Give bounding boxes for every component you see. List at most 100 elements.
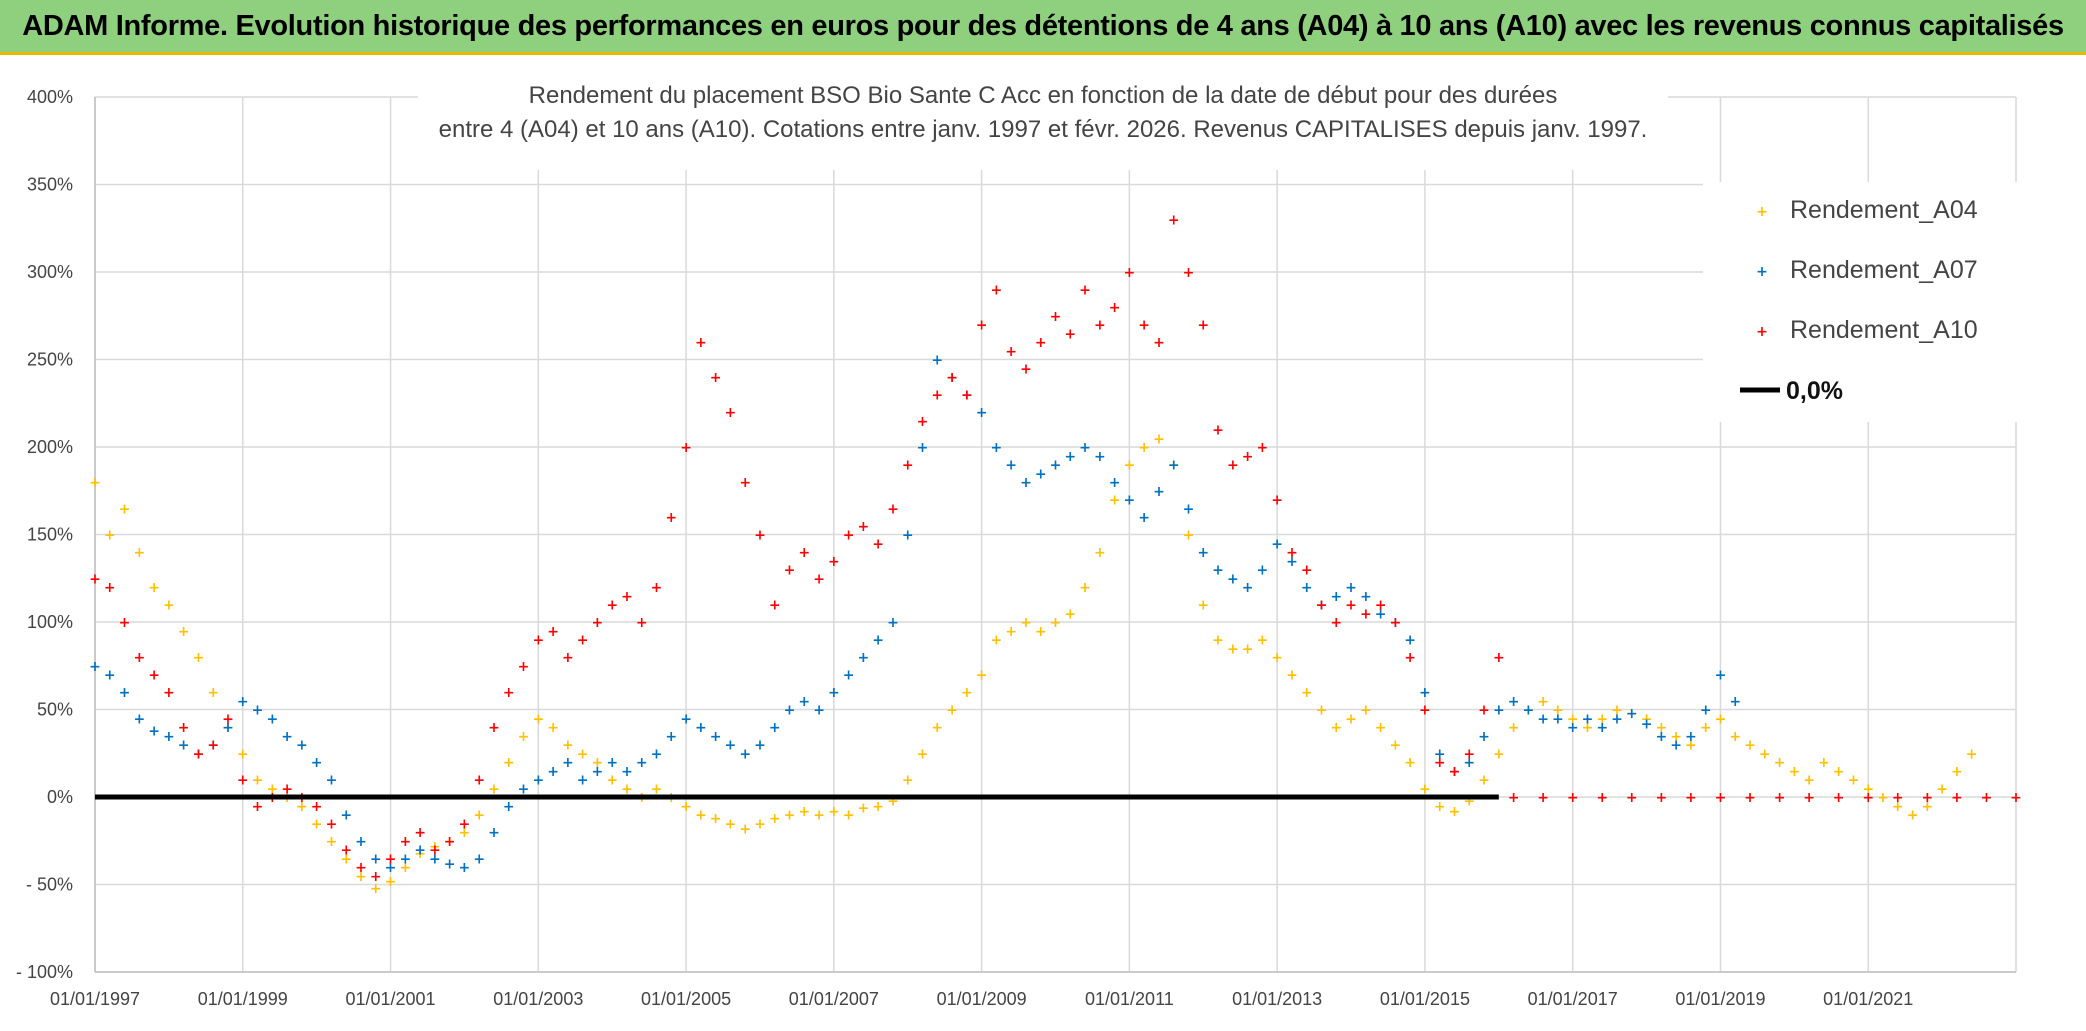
point-rendement-a07: + <box>459 860 471 876</box>
point-rendement-a10: + <box>1390 615 1402 631</box>
legend-label-zero: 0,0% <box>1786 377 1843 405</box>
point-rendement-a04: + <box>1242 641 1254 657</box>
point-rendement-a10: + <box>414 825 426 841</box>
point-rendement-a10: + <box>1109 300 1121 316</box>
point-rendement-a04: + <box>1050 615 1062 631</box>
point-rendement-a04: + <box>193 650 205 666</box>
point-rendement-a10: + <box>119 615 131 631</box>
legend-label-a04: Rendement_A04 <box>1790 196 1978 224</box>
point-rendement-a04: + <box>1907 808 1919 824</box>
point-rendement-a04: + <box>931 720 943 736</box>
legend-marker-a04: + <box>1756 204 1768 220</box>
point-rendement-a10: + <box>1153 335 1165 351</box>
point-rendement-a04: + <box>1537 694 1549 710</box>
point-rendement-a04: + <box>917 746 929 762</box>
point-rendement-a10: + <box>1064 326 1076 342</box>
point-rendement-a04: + <box>902 773 914 789</box>
point-rendement-a04: + <box>1700 720 1712 736</box>
point-rendement-a10: + <box>917 414 929 430</box>
point-rendement-a07: + <box>266 711 278 727</box>
chart-title-line-2: entre 4 (A04) et 10 ans (A10). Cotations… <box>439 116 1648 143</box>
point-rendement-a10: + <box>340 843 352 859</box>
point-rendement-a07: + <box>1212 563 1224 579</box>
point-rendement-a04: + <box>592 755 604 771</box>
legend-background <box>1703 182 2018 422</box>
point-rendement-a10: + <box>1685 790 1697 806</box>
point-rendement-a10: + <box>739 475 751 491</box>
y-tick-label: 100% <box>27 612 73 632</box>
point-rendement-a04: + <box>1316 703 1328 719</box>
point-rendement-a10: + <box>872 536 884 552</box>
point-rendement-a10: + <box>1449 764 1461 780</box>
point-rendement-a10: + <box>1138 318 1150 334</box>
point-rendement-a04: + <box>207 685 219 701</box>
point-rendement-a04: + <box>739 822 751 838</box>
point-rendement-a10: + <box>858 519 870 535</box>
point-rendement-a04: + <box>1183 528 1195 544</box>
point-rendement-a10: + <box>429 843 441 859</box>
point-rendement-a07: + <box>1641 717 1653 733</box>
point-rendement-a07: + <box>1390 615 1402 631</box>
point-rendement-a10: + <box>651 580 663 596</box>
point-rendement-a10: + <box>902 458 914 474</box>
point-rendement-a04: + <box>444 834 456 850</box>
point-rendement-a07: + <box>725 738 737 754</box>
point-rendement-a10: + <box>1892 790 1904 806</box>
x-tick-label: 01/01/2007 <box>789 989 879 1009</box>
point-rendement-a07: + <box>119 685 131 701</box>
point-rendement-a07: + <box>1508 694 1520 710</box>
point-rendement-a04: + <box>1257 633 1269 649</box>
point-rendement-a10: + <box>2010 790 2022 806</box>
point-rendement-a07: + <box>1124 493 1136 509</box>
point-rendement-a07: + <box>1655 729 1667 745</box>
point-rendement-a10: + <box>961 388 973 404</box>
point-rendement-a04: + <box>1094 545 1106 561</box>
point-rendement-a07: + <box>1345 580 1357 596</box>
point-rendement-a07: + <box>769 720 781 736</box>
point-rendement-a07: + <box>104 668 116 684</box>
point-rendement-a07: + <box>680 711 692 727</box>
page-title: ADAM Informe. Evolution historique des p… <box>22 9 2064 42</box>
point-rendement-a07: + <box>1478 729 1490 745</box>
point-rendement-a07: + <box>429 851 441 867</box>
point-rendement-a10: + <box>769 598 781 614</box>
point-rendement-a07: + <box>931 353 943 369</box>
series-rendement-a10: + + + + + + + + + + + + + + + + + + + + + + + + + + + + + + + + + + + + + + + +… <box>89 213 2022 885</box>
point-rendement-a10: + <box>252 799 264 815</box>
point-rendement-a10: + <box>1079 283 1091 299</box>
point-rendement-a04: + <box>370 881 382 897</box>
point-rendement-a04: + <box>1463 794 1475 810</box>
point-rendement-a04: + <box>858 801 870 817</box>
point-rendement-a07: + <box>1537 711 1549 727</box>
point-rendement-a04: + <box>651 781 663 797</box>
point-rendement-a10: + <box>887 501 899 517</box>
point-rendement-a04: + <box>473 808 485 824</box>
point-rendement-a10: + <box>1478 703 1490 719</box>
point-rendement-a07: + <box>178 738 190 754</box>
point-rendement-a10: + <box>1183 265 1195 281</box>
x-tick-label: 01/01/2009 <box>937 989 1027 1009</box>
point-rendement-a04: + <box>1375 720 1387 736</box>
point-rendement-a04: + <box>148 580 160 596</box>
point-rendement-a04: + <box>1508 720 1520 736</box>
point-rendement-a04: + <box>961 685 973 701</box>
point-rendement-a10: + <box>444 834 456 850</box>
point-rendement-a10: + <box>104 580 116 596</box>
point-rendement-a10: + <box>710 370 722 386</box>
point-rendement-a04: + <box>459 825 471 841</box>
point-rendement-a07: + <box>518 781 530 797</box>
point-rendement-a04: + <box>680 799 692 815</box>
point-rendement-a07: + <box>1094 449 1106 465</box>
point-rendement-a07: + <box>148 724 160 740</box>
point-rendement-a10: + <box>1404 650 1416 666</box>
point-rendement-a07: + <box>754 738 766 754</box>
x-tick-label: 01/01/2013 <box>1232 989 1322 1009</box>
point-rendement-a10: + <box>1493 650 1505 666</box>
point-rendement-a10: + <box>1803 790 1815 806</box>
point-rendement-a10: + <box>665 510 677 526</box>
point-rendement-a10: + <box>178 720 190 736</box>
point-rendement-a10: + <box>1360 606 1372 622</box>
point-rendement-a07: + <box>828 685 840 701</box>
point-rendement-a04: + <box>518 729 530 745</box>
point-rendement-a10: + <box>636 615 648 631</box>
